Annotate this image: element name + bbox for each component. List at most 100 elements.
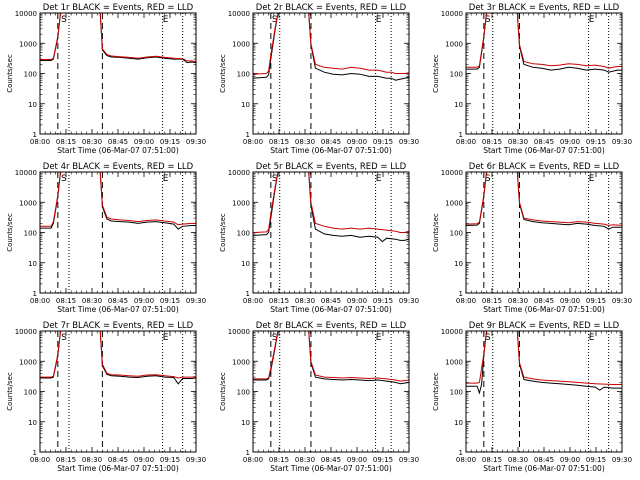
y-tick-label: 10000	[15, 328, 37, 336]
x-tick-label: 08:15	[482, 297, 502, 305]
y-tick-label: 1000	[232, 40, 250, 48]
region-label-end: E	[376, 15, 382, 25]
y-tick-label: 100	[450, 71, 463, 79]
y-tick-label: 1	[33, 290, 37, 298]
x-tick-label: 09:15	[586, 138, 606, 146]
y-tick-label: 10	[241, 419, 250, 427]
y-tick-label: 100	[237, 389, 250, 397]
x-tick-label: 09:00	[347, 138, 367, 146]
y-tick-label: 10	[28, 419, 37, 427]
x-tick-label: 09:15	[373, 456, 393, 464]
x-tick-label: 09:00	[560, 138, 580, 146]
x-tick-label: 08:00	[30, 456, 50, 464]
chart-title: Det 9r BLACK = Events, RED = LLD	[469, 321, 620, 331]
x-tick-label: 09:30	[399, 138, 419, 146]
region-label-start: S	[485, 174, 491, 184]
chart-panel: Det 1r BLACK = Events, RED = LLD 1 10 100 10…	[6, 3, 206, 155]
y-tick-label: 10	[241, 101, 250, 109]
chart-title: Det 2r BLACK = Events, RED = LLD	[256, 3, 407, 13]
x-tick-label: 08:45	[321, 297, 341, 305]
region-label-end: E	[589, 15, 595, 25]
x-axis-label: Start Time (06-Mar-07 07:51:00)	[270, 464, 392, 473]
x-tick-label: 09:30	[612, 456, 632, 464]
x-tick-label: 08:00	[456, 297, 476, 305]
chart-title: Det 8r BLACK = Events, RED = LLD	[256, 321, 407, 331]
series-line-lld	[40, 331, 196, 379]
region-label-end: E	[376, 333, 382, 343]
region-label-start: S	[272, 333, 278, 343]
y-tick-label: 100	[24, 230, 37, 238]
y-tick-label: 1000	[19, 199, 37, 207]
series-line-lld	[466, 172, 622, 227]
x-tick-label: 08:45	[321, 456, 341, 464]
x-tick-label: 08:45	[108, 138, 128, 146]
x-tick-label: 08:00	[243, 138, 263, 146]
y-tick-label: 1	[33, 449, 37, 457]
y-axis-label: Counts/sec	[6, 54, 14, 93]
x-tick-label: 08:30	[508, 297, 528, 305]
y-tick-label: 10	[241, 260, 250, 268]
region-label-start: S	[485, 333, 491, 343]
plot-frame	[252, 330, 410, 453]
series-line-events	[466, 331, 622, 395]
x-axis-label: Start Time (06-Mar-07 07:51:00)	[57, 146, 179, 155]
x-tick-label: 09:00	[347, 456, 367, 464]
x-tick-label: 09:00	[347, 297, 367, 305]
plot-frame	[465, 171, 623, 294]
y-tick-label: 10000	[441, 10, 463, 18]
region-label-start: S	[272, 174, 278, 184]
chart-title: Det 5r BLACK = Events, RED = LLD	[256, 162, 407, 172]
chart-panel: Det 9r BLACK = Events, RED = LLD 1 10 100 10…	[432, 321, 632, 473]
x-tick-label: 08:15	[482, 456, 502, 464]
y-tick-label: 10000	[441, 169, 463, 177]
x-axis-label: Start Time (06-Mar-07 07:51:00)	[57, 464, 179, 473]
x-tick-label: 09:30	[399, 297, 419, 305]
region-label-start: S	[61, 174, 67, 184]
x-tick-label: 08:15	[56, 138, 76, 146]
series-line-lld	[253, 172, 409, 233]
x-axis-label: Start Time (06-Mar-07 07:51:00)	[57, 305, 179, 314]
x-tick-label: 09:30	[612, 297, 632, 305]
y-tick-label: 10000	[228, 328, 250, 336]
y-tick-label: 10000	[228, 10, 250, 18]
y-axis-label: Counts/sec	[432, 372, 440, 411]
y-tick-label: 1000	[19, 40, 37, 48]
x-tick-label: 09:15	[160, 456, 180, 464]
y-tick-label: 10000	[15, 169, 37, 177]
x-tick-label: 08:30	[508, 456, 528, 464]
x-tick-label: 08:30	[82, 297, 102, 305]
y-axis-label: Counts/sec	[432, 54, 440, 93]
x-tick-label: 08:15	[269, 297, 289, 305]
x-tick-label: 08:45	[534, 138, 554, 146]
y-tick-label: 10	[28, 101, 37, 109]
y-tick-label: 1	[246, 449, 250, 457]
x-tick-label: 08:30	[508, 138, 528, 146]
x-tick-label: 08:00	[30, 297, 50, 305]
x-tick-label: 09:30	[186, 456, 206, 464]
chart-panel: Det 7r BLACK = Events, RED = LLD 1 10 100 10…	[6, 321, 206, 473]
y-axis-label: Counts/sec	[432, 213, 440, 252]
series-line-lld	[466, 13, 622, 69]
region-label-end: E	[163, 15, 169, 25]
region-label-start: S	[61, 15, 67, 25]
region-label-end: E	[163, 174, 169, 184]
x-axis-label: Start Time (06-Mar-07 07:51:00)	[483, 146, 605, 155]
plot-frame	[39, 171, 197, 294]
chart-panel: Det 8r BLACK = Events, RED = LLD 1 10 100 10…	[219, 321, 419, 473]
y-tick-label: 100	[450, 389, 463, 397]
x-axis-label: Start Time (06-Mar-07 07:51:00)	[270, 305, 392, 314]
x-tick-label: 08:30	[295, 456, 315, 464]
series-line-lld	[40, 172, 196, 227]
x-tick-label: 08:00	[243, 297, 263, 305]
x-tick-label: 08:15	[269, 456, 289, 464]
plot-frame	[39, 330, 197, 453]
x-tick-label: 09:15	[373, 297, 393, 305]
y-tick-label: 10	[454, 419, 463, 427]
x-tick-label: 08:00	[243, 456, 263, 464]
y-axis-label: Counts/sec	[219, 372, 227, 411]
series-line-lld	[253, 331, 409, 382]
x-tick-label: 08:15	[269, 138, 289, 146]
x-tick-label: 08:30	[295, 138, 315, 146]
chart-panel: Det 3r BLACK = Events, RED = LLD 1 10 100 10…	[432, 3, 632, 155]
